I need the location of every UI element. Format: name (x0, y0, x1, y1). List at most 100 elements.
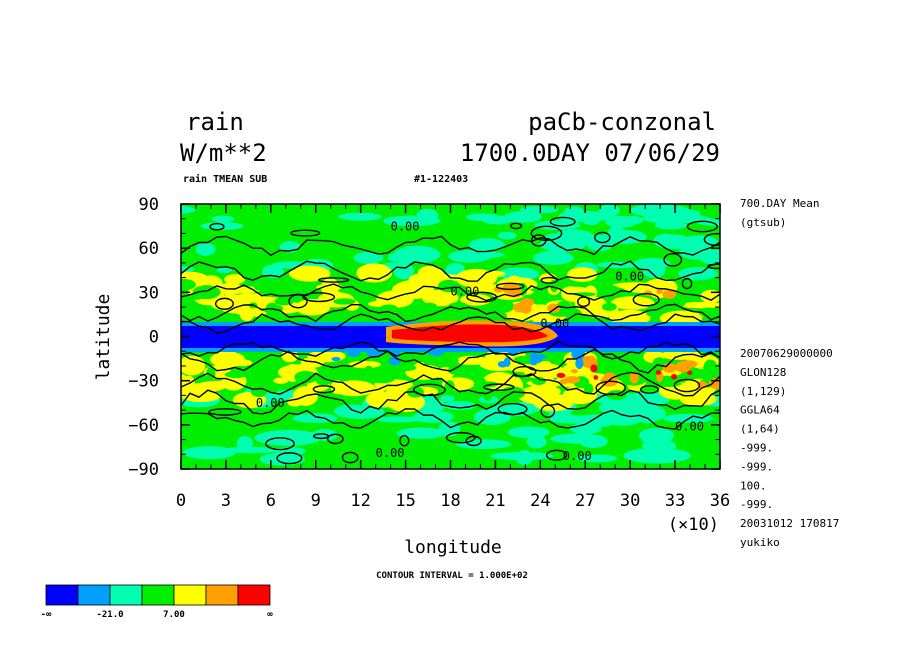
field-patch (443, 401, 476, 411)
contour-label: 0.00 (451, 284, 480, 298)
field-patch (671, 373, 678, 380)
contour-loop (495, 282, 525, 291)
field-patch (567, 267, 598, 282)
field-patch (655, 370, 662, 375)
field-patch (497, 360, 508, 368)
field-patch (574, 296, 607, 313)
red-band (392, 324, 548, 343)
field-patch (637, 410, 658, 424)
field-patch (526, 434, 547, 449)
contour-line (181, 340, 720, 360)
field-patch (570, 369, 578, 374)
field-patch (224, 371, 249, 379)
contour-loop (540, 404, 556, 418)
field-patch (348, 360, 381, 369)
field-patch (421, 289, 459, 307)
side-info-top: 700.DAY Mean (gtsub) (740, 197, 819, 229)
field-patch (598, 204, 620, 217)
field-patch (345, 367, 365, 377)
contour-loop (497, 403, 528, 416)
field-patch (315, 374, 332, 386)
contour-loop (341, 451, 359, 464)
field-patch (459, 373, 480, 378)
field-patch (181, 205, 196, 214)
field-patch (488, 299, 515, 314)
side-info-meta-line: -999. (740, 498, 773, 511)
field-patch (503, 211, 543, 223)
field-patch (412, 410, 454, 423)
field-patch (254, 429, 322, 446)
experiment-name: paCb-conzonal (528, 108, 716, 136)
field-patch (629, 371, 639, 384)
field-patch (502, 282, 521, 295)
field-patch (576, 454, 618, 463)
contour-line (181, 303, 720, 323)
colorbar-swatch (237, 584, 271, 606)
field-patch (224, 286, 261, 294)
field-patch (557, 213, 604, 222)
field-patch (396, 427, 447, 439)
y-axis-title: latitude (93, 294, 114, 381)
field-patch (535, 356, 543, 363)
colorbar-label: 7.00 (163, 610, 185, 620)
field-patch (642, 261, 666, 279)
contour-loop (465, 435, 482, 447)
field-patch (273, 377, 289, 384)
colorbar-swatch (205, 584, 239, 606)
contour-loop (512, 365, 537, 378)
field-patch (213, 349, 240, 369)
side-info-meta-line: 100. (740, 479, 767, 492)
side-info-meta-line: yukiko (740, 536, 780, 549)
field-patch (629, 361, 652, 371)
field-patch (181, 279, 196, 291)
field-patch (590, 364, 598, 373)
contour-loop (412, 383, 446, 397)
field-patch (643, 373, 655, 384)
contour-line (181, 260, 720, 282)
side-info-line: 700.DAY Mean (740, 197, 819, 210)
field-patch (417, 265, 445, 280)
contour-loop (545, 449, 568, 461)
field-patch (274, 297, 294, 306)
contour-interval: CONTOUR INTERVAL = 1.000E+02 (376, 571, 528, 581)
field-patch (606, 361, 633, 370)
contour-line (181, 235, 720, 257)
field-patch (564, 206, 584, 215)
contour-loop (302, 292, 336, 303)
contour-line (181, 371, 720, 397)
field-patch (489, 452, 554, 461)
field-patch (356, 263, 393, 283)
contour-loop (540, 276, 558, 284)
side-info-meta-line: -999. (740, 460, 773, 473)
field-patch (211, 215, 235, 223)
contour-loop (549, 216, 576, 227)
contour-loop (632, 293, 660, 307)
field-patch (653, 233, 678, 248)
x-tick-label: 30 (620, 491, 640, 511)
field-patch (333, 298, 356, 305)
field-patch (696, 371, 713, 378)
contour-loop (317, 277, 350, 283)
side-info-meta-line: 20031012 170817 (740, 517, 839, 530)
field-patch (593, 375, 599, 380)
field-patch (279, 285, 304, 295)
field-patch (455, 439, 512, 450)
contour-loop (312, 433, 330, 440)
field-patch (440, 395, 455, 403)
contour-loop (327, 433, 344, 445)
field-patch (588, 355, 596, 363)
field-patch (419, 302, 438, 310)
contour-loop (483, 383, 515, 391)
field-patch (416, 208, 439, 223)
side-info-meta-line: -999. (740, 442, 773, 455)
x-tick-label: 27 (575, 491, 595, 511)
x-axis-title: longitude (404, 537, 502, 558)
field-patch (583, 383, 594, 395)
contour-label: 0.00 (540, 317, 569, 331)
field-patch (460, 293, 492, 306)
contour-loop (530, 225, 563, 241)
x-multiplier: (×10) (668, 515, 719, 535)
side-info-meta-line: 20070629000000 (740, 347, 833, 360)
field-patch (598, 285, 621, 296)
